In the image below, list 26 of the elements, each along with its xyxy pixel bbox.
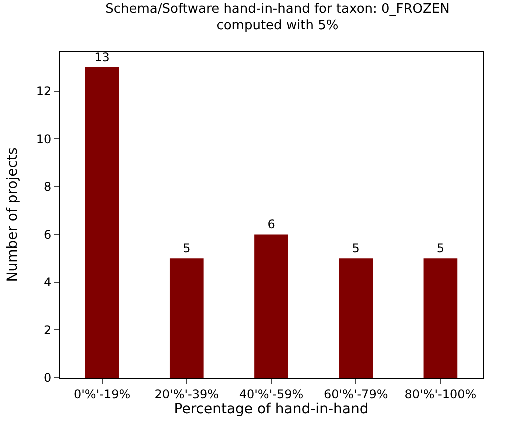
y-tick-label: 10 [36, 132, 52, 146]
data-label: 6 [268, 218, 276, 232]
x-tick-label: 0'%'-19% [74, 387, 131, 402]
x-tick-label: 40'%'-59% [239, 387, 304, 402]
bar [424, 258, 458, 378]
data-label: 5 [183, 242, 191, 256]
y-tick-label: 2 [44, 323, 52, 338]
bar [339, 258, 374, 378]
y-tick-label: 6 [44, 228, 52, 242]
data-label: 5 [436, 242, 445, 256]
chart-subtitle: computed with 5% [216, 18, 339, 34]
y-tick-label: 0 [44, 371, 52, 386]
y-axis-title: Number of projects [4, 148, 21, 282]
x-axis-title: Percentage of hand-in-hand [174, 401, 369, 418]
bar [170, 258, 204, 378]
x-tick-label: 80'%'-100% [404, 387, 477, 402]
x-tick-label: 20'%'-39% [154, 387, 220, 402]
data-label: 13 [94, 50, 110, 65]
bar [85, 68, 120, 378]
y-tick-label: 12 [36, 84, 52, 99]
y-tick-label: 4 [44, 276, 52, 290]
data-label: 5 [352, 242, 360, 256]
y-tick-label: 8 [44, 180, 52, 194]
x-tick-label: 60'%'-79% [324, 387, 388, 402]
chart-title: Schema/Software hand-in-hand for taxon: 0_FROZEN [106, 2, 450, 17]
bar [254, 234, 288, 378]
